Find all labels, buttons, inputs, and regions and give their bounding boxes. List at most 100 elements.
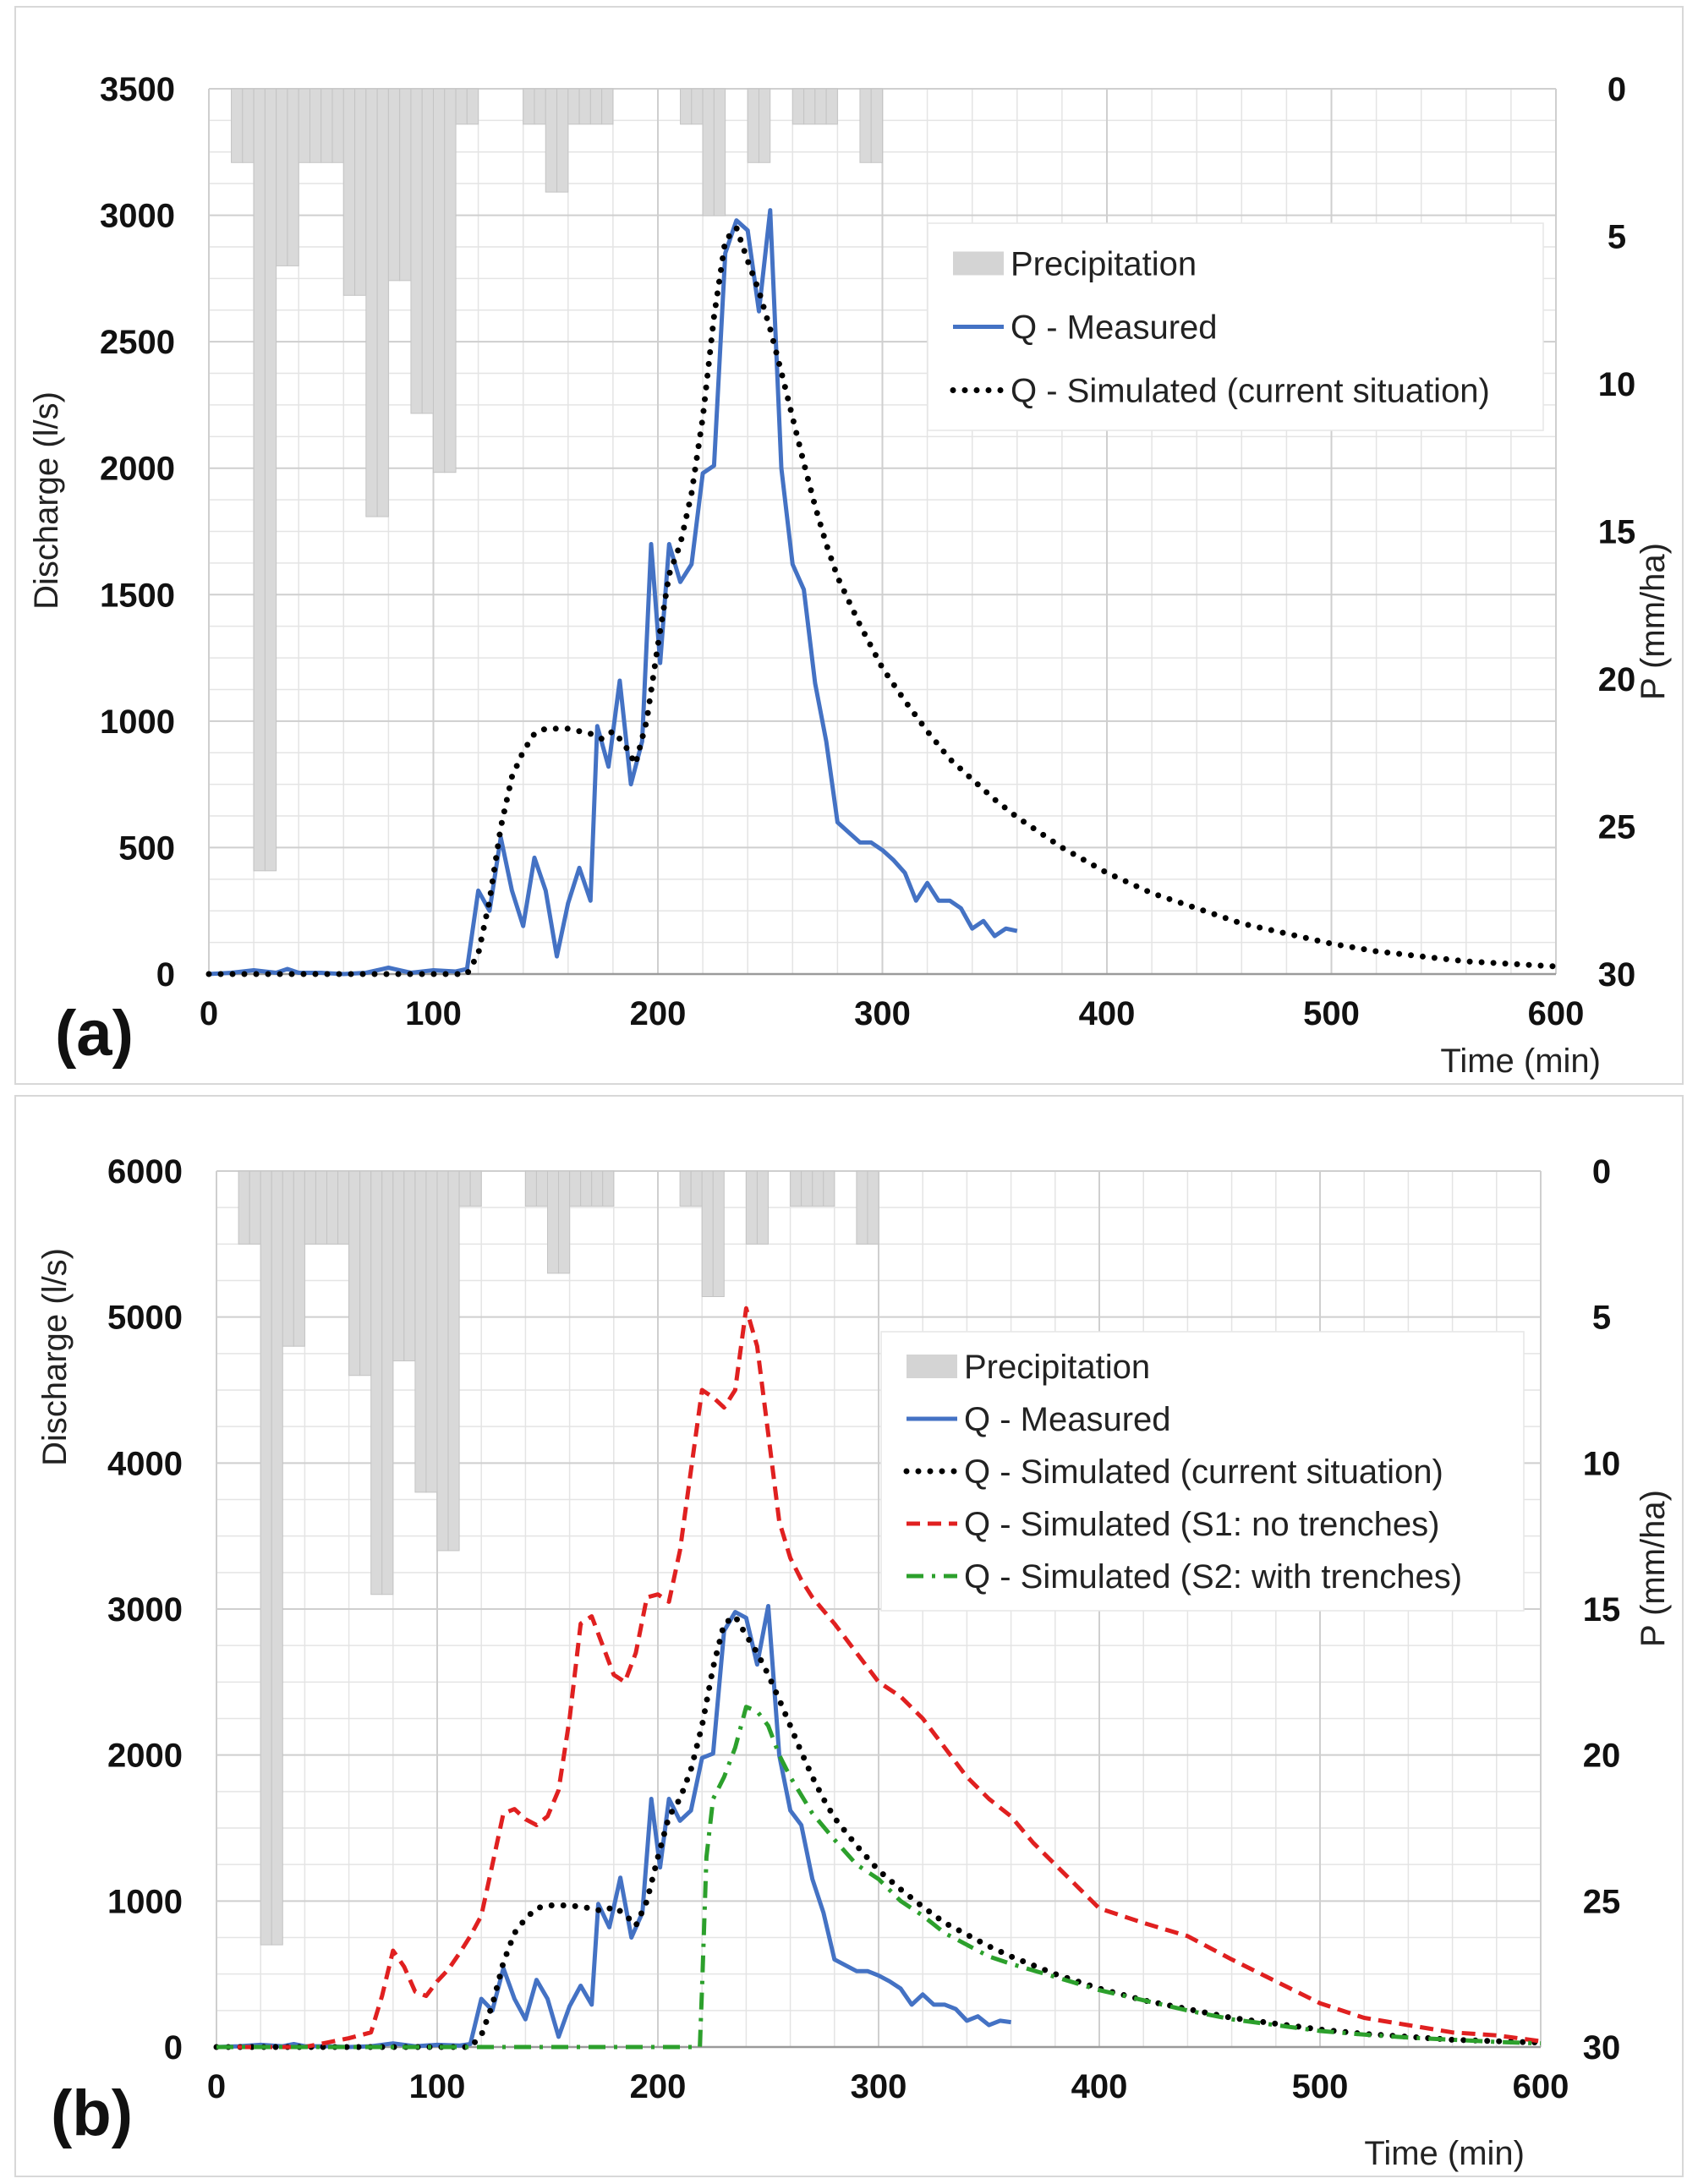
panel-a-y2label: P (mm/ha) bbox=[1635, 543, 1672, 700]
panel-b-series-sim_s2 bbox=[216, 1705, 1542, 2050]
panel-a-precipitation-bar bbox=[331, 88, 344, 163]
panel-a-precipitation-bar bbox=[242, 88, 255, 163]
panel-a-y2-tick-label: 10 bbox=[1598, 366, 1636, 403]
panel-b-y2-tick-label: 0 bbox=[1592, 1153, 1611, 1191]
panel-b-y2label: P (mm/ha) bbox=[1635, 1490, 1672, 1647]
panel-b-precipitation-bar bbox=[524, 1170, 537, 1207]
panel-a-legend-label-precip: Precipitation bbox=[1011, 246, 1197, 283]
panel-a-precipitation-bar bbox=[691, 88, 704, 125]
panel-a-y2-tick-label: 0 bbox=[1608, 71, 1626, 108]
panel-b-precipitation-bars bbox=[238, 1170, 879, 1946]
panel-b-precipitation-bar bbox=[469, 1170, 482, 1207]
panel-a: 0 100 200 300 400 500 600050010001500200025003… bbox=[14, 6, 1684, 1085]
panel-b-precipitation-bar bbox=[238, 1170, 250, 1245]
panel-a-x-tick-label: 500 bbox=[1303, 995, 1360, 1032]
panel-b-precipitation-bar bbox=[370, 1170, 383, 1596]
panel-b-legend-label-precip: Precipitation bbox=[964, 1349, 1150, 1386]
panel-a-x-tick-label: 0 bbox=[200, 995, 218, 1032]
panel-a-legend-label-sim_current: Q - Simulated (current situation) bbox=[1011, 373, 1490, 410]
panel-b-precipitation-bar bbox=[260, 1170, 272, 1946]
panel-b-ylabel: Discharge (l/s) bbox=[36, 1248, 74, 1466]
panel-a-y-tick-label: 2000 bbox=[100, 451, 175, 488]
panel-b-precipitation-bar bbox=[547, 1170, 560, 1274]
panel-b-x-tick-label: 200 bbox=[630, 2068, 687, 2105]
panel-b-xlabel: Time (min) bbox=[1364, 2135, 1525, 2172]
panel-a-y-tick-label: 500 bbox=[118, 829, 175, 867]
panel-b-y-tick-label: 6000 bbox=[107, 1153, 183, 1191]
panel-b-x-tick-label: 0 bbox=[207, 2068, 226, 2105]
panel-b-precipitation-bar bbox=[249, 1170, 261, 1245]
panel-b-precipitation-bar bbox=[790, 1170, 802, 1207]
panel-b-legend: Precipitation Q - Measured Q - Simulated (… bbox=[880, 1331, 1525, 1612]
panel-b-y-tick-label: 4000 bbox=[107, 1445, 183, 1482]
panel-a-precipitation-bar bbox=[421, 88, 435, 414]
panel-b-y2-tick-label: 10 bbox=[1583, 1445, 1621, 1482]
panel-a-precipitation-bar bbox=[287, 88, 299, 266]
panel-b-x-tick-label: 600 bbox=[1513, 2068, 1569, 2105]
panel-b-precipitation-bar bbox=[856, 1170, 868, 1245]
panel-a-x-tick-label: 600 bbox=[1528, 995, 1585, 1032]
panel-a-precipitation-bar bbox=[231, 88, 244, 163]
panel-b-x-tick-label: 100 bbox=[409, 2068, 466, 2105]
panel-b-precipitation-bar bbox=[436, 1170, 449, 1552]
panel-a-precipitation-bar bbox=[253, 88, 266, 872]
panel-a-y2-tick-label: 20 bbox=[1598, 661, 1636, 698]
panel-a-precipitation-bar bbox=[320, 88, 333, 163]
panel-a-y-tick-label: 0 bbox=[156, 956, 175, 993]
panel-b-y-tick-label: 1000 bbox=[107, 1883, 183, 1920]
panel-b-precipitation-bar bbox=[315, 1170, 328, 1245]
panel-a-ticks: 0 100 200 300 400 500 600050010001500200025003… bbox=[100, 71, 1635, 1032]
panel-b-precipitation-bar bbox=[580, 1170, 593, 1207]
panel-b-y2-tick-label: 30 bbox=[1583, 2029, 1621, 2066]
panel-a-precipitation-bar bbox=[803, 88, 816, 125]
panel-b-legend-swatch-precip bbox=[907, 1355, 957, 1378]
panel-a-label: (a) bbox=[55, 998, 134, 1070]
panel-a-legend-label-measured: Q - Measured bbox=[1011, 309, 1218, 347]
panel-a-precipitation-bar bbox=[365, 88, 378, 517]
panel-b-precipitation-bar bbox=[381, 1170, 394, 1596]
panel-a-legend-swatch-precip bbox=[953, 251, 1004, 276]
panel-b-precipitation-bar bbox=[602, 1170, 615, 1207]
panel-b: 0 100 200 300 400 500 600010002000300040005000… bbox=[14, 1095, 1684, 2177]
panel-a-precipitation-bar bbox=[825, 88, 838, 125]
panel-b-precipitation-bar bbox=[337, 1170, 350, 1245]
panel-a-precipitation-bar bbox=[702, 88, 715, 216]
panel-a-precipitation-bar bbox=[680, 88, 693, 125]
panel-a-y2-tick-label: 30 bbox=[1598, 956, 1636, 993]
panel-b-precipitation-bar bbox=[447, 1170, 460, 1552]
panel-a-x-tick-label: 300 bbox=[854, 995, 911, 1032]
panel-b-precipitation-bar bbox=[425, 1170, 438, 1493]
panel-b-legend-label-measured: Q - Measured bbox=[964, 1401, 1171, 1438]
panel-b-precipitation-bar bbox=[801, 1170, 813, 1207]
panel-b-y-tick-label: 3000 bbox=[107, 1591, 183, 1628]
panel-a-xlabel: Time (min) bbox=[1440, 1043, 1601, 1080]
panel-b-precipitation-bar bbox=[293, 1170, 305, 1347]
panel-b-precipitation-bar bbox=[569, 1170, 582, 1207]
panel-a-precipitation-bar bbox=[455, 88, 468, 125]
panel-b-series-sim_current bbox=[213, 1613, 1544, 2050]
panel-b-precipitation-bar bbox=[701, 1170, 714, 1297]
panel-b-series bbox=[213, 1305, 1544, 2050]
panel-a-y-tick-label: 3500 bbox=[100, 71, 175, 108]
panel-b-precipitation-bar bbox=[403, 1170, 416, 1361]
panel-b-legend-label-sim_s1: Q - Simulated (S1: no trenches) bbox=[964, 1506, 1439, 1543]
panel-a-precipitation-bar bbox=[387, 88, 401, 282]
panel-b-precipitation-bar bbox=[812, 1170, 824, 1207]
panel-a-precipitation-bar bbox=[567, 88, 580, 125]
panel-a-precipitation-bar bbox=[298, 88, 310, 163]
panel-a-precipitation-bar bbox=[814, 88, 827, 125]
panel-b-precipitation-bar bbox=[679, 1170, 692, 1207]
panel-a-y-tick-label: 2500 bbox=[100, 324, 175, 361]
panel-b-precipitation-bar bbox=[458, 1170, 471, 1207]
panel-a-precipitation-bar bbox=[747, 88, 759, 163]
panel-a-precipitation-bar bbox=[791, 88, 805, 125]
panel-a-y-tick-label: 1500 bbox=[100, 577, 175, 614]
panel-a-precipitation-bar bbox=[713, 88, 726, 216]
panel-a-precipitation-bar bbox=[276, 88, 288, 266]
panel-a-y2-tick-label: 5 bbox=[1608, 219, 1626, 256]
panel-a-y-tick-label: 3000 bbox=[100, 198, 175, 235]
panel-a-precipitation-bar bbox=[545, 88, 558, 193]
panel-b-y2-tick-label: 20 bbox=[1583, 1738, 1621, 1775]
panel-b-y-tick-label: 0 bbox=[164, 2029, 183, 2066]
